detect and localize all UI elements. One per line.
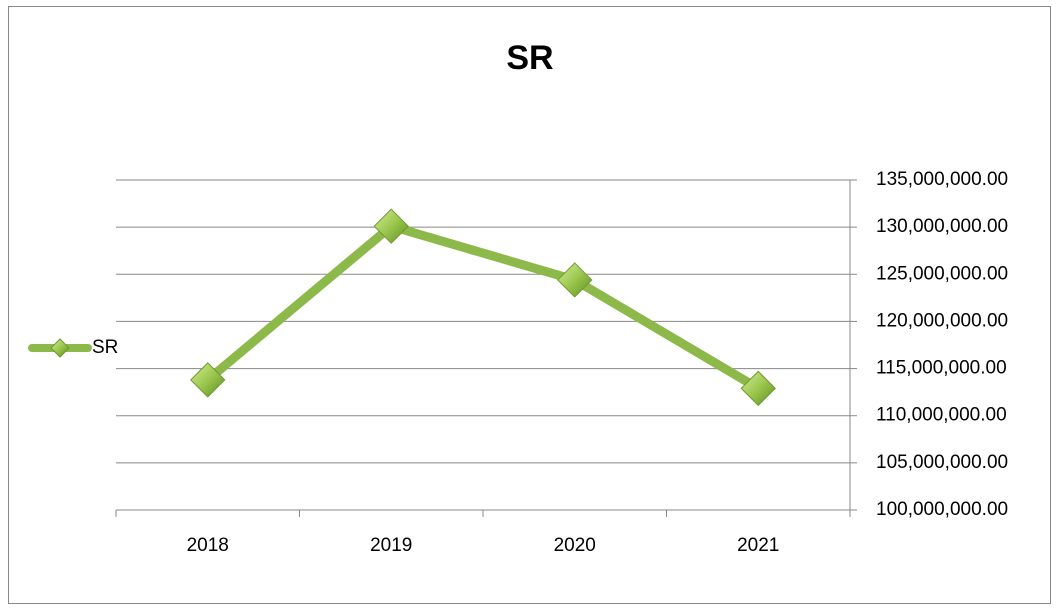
y-tick-label: 105,000,000.00 — [876, 452, 1008, 473]
x-tick-label: 2019 — [370, 535, 412, 556]
y-tick-label: 110,000,000.00 — [876, 405, 1007, 426]
y-tick-label: 120,000,000.00 — [876, 310, 1008, 331]
chart-border — [8, 6, 1051, 604]
y-tick-label: 100,000,000.00 — [876, 499, 1008, 520]
chart-title: SR — [506, 39, 553, 77]
series-line — [203, 221, 763, 393]
x-tick-label: 2020 — [554, 535, 596, 556]
y-tick-label: 115,000,000.00 — [876, 358, 1007, 379]
point-marker — [190, 362, 226, 398]
y-tick-label: 130,000,000.00 — [876, 216, 1008, 237]
point-marker — [557, 262, 593, 298]
y-tick-label: 125,000,000.00 — [876, 263, 1008, 284]
legend-label: SR — [92, 337, 118, 358]
x-tick-label: 2018 — [187, 535, 229, 556]
x-tick-label: 2021 — [737, 535, 779, 556]
point-marker — [373, 208, 409, 244]
y-tick-label: 135,000,000.00 — [876, 169, 1008, 190]
legend-marker — [50, 338, 70, 358]
point-marker — [740, 370, 776, 407]
